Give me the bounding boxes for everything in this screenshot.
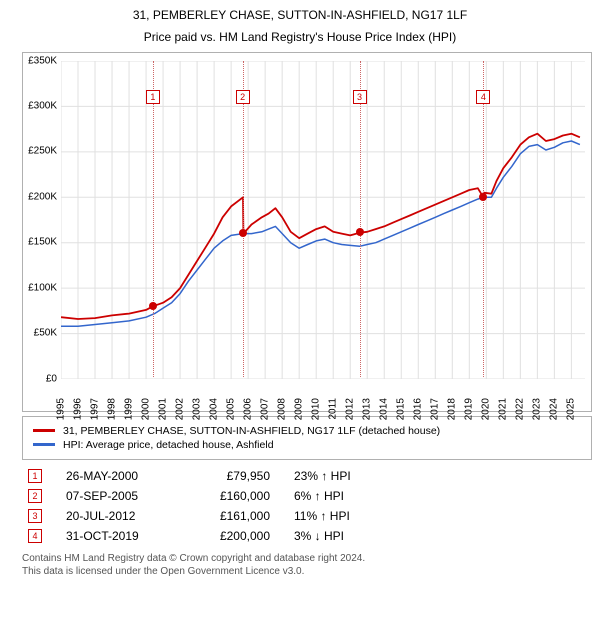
- x-tick-label: 2004: [209, 398, 220, 420]
- y-tick-label: £50K: [34, 328, 57, 339]
- page-root: 31, PEMBERLEY CHASE, SUTTON-IN-ASHFIELD,…: [0, 0, 600, 620]
- sale-dot: [239, 229, 247, 237]
- sales-marker-box: 2: [28, 489, 42, 503]
- sales-date: 07-SEP-2005: [66, 489, 176, 503]
- sales-price: £79,950: [200, 469, 270, 483]
- sale-vline: [360, 61, 361, 377]
- sales-table: 1 26-MAY-2000 £79,950 23% ↑ HPI 2 07-SEP-2005…: [22, 466, 592, 546]
- x-tick-label: 2013: [362, 398, 373, 420]
- sale-dot: [479, 193, 487, 201]
- x-tick-label: 2007: [260, 398, 271, 420]
- x-tick-label: 1998: [107, 398, 118, 420]
- sale-marker-box: 2: [236, 90, 250, 104]
- sale-vline: [153, 61, 154, 377]
- y-tick-label: £300K: [28, 101, 57, 112]
- legend-swatch: [33, 429, 55, 432]
- sales-date: 26-MAY-2000: [66, 469, 176, 483]
- sales-date: 20-JUL-2012: [66, 509, 176, 523]
- x-tick-label: 2022: [515, 398, 526, 420]
- x-tick-label: 2003: [192, 398, 203, 420]
- sale-dot: [149, 302, 157, 310]
- x-tick-label: 2019: [464, 398, 475, 420]
- sale-vline: [243, 61, 244, 377]
- legend-box: 31, PEMBERLEY CHASE, SUTTON-IN-ASHFIELD,…: [22, 416, 592, 460]
- x-tick-label: 2016: [413, 398, 424, 420]
- x-tick-label: 2005: [226, 398, 237, 420]
- sales-delta: 23% ↑ HPI: [294, 469, 404, 483]
- legend-label: 31, PEMBERLEY CHASE, SUTTON-IN-ASHFIELD,…: [63, 425, 440, 437]
- sales-marker-box: 3: [28, 509, 42, 523]
- y-axis-labels: £0£50K£100K£150K£200K£250K£300K£350K: [23, 61, 59, 377]
- legend-row: 31, PEMBERLEY CHASE, SUTTON-IN-ASHFIELD,…: [33, 425, 581, 437]
- sales-price: £200,000: [200, 529, 270, 543]
- x-tick-label: 2011: [328, 398, 339, 420]
- x-tick-label: 2008: [277, 398, 288, 420]
- y-tick-label: £100K: [28, 282, 57, 293]
- sales-row: 4 31-OCT-2019 £200,000 3% ↓ HPI: [22, 526, 592, 546]
- sales-marker-box: 4: [28, 529, 42, 543]
- sale-vline: [483, 61, 484, 377]
- x-tick-label: 1995: [56, 398, 67, 420]
- x-tick-label: 2017: [430, 398, 441, 420]
- y-tick-label: £200K: [28, 191, 57, 202]
- x-tick-label: 2018: [447, 398, 458, 420]
- x-tick-label: 2010: [311, 398, 322, 420]
- sale-marker-box: 1: [146, 90, 160, 104]
- sale-marker-box: 3: [353, 90, 367, 104]
- legend-swatch: [33, 443, 55, 446]
- x-tick-label: 2002: [175, 398, 186, 420]
- y-tick-label: £0: [46, 373, 57, 384]
- x-tick-label: 1997: [90, 398, 101, 420]
- sales-price: £160,000: [200, 489, 270, 503]
- sales-row: 3 20-JUL-2012 £161,000 11% ↑ HPI: [22, 506, 592, 526]
- x-tick-label: 2020: [481, 398, 492, 420]
- y-tick-label: £250K: [28, 146, 57, 157]
- legend-label: HPI: Average price, detached house, Ashf…: [63, 439, 274, 451]
- sale-marker-box: 4: [476, 90, 490, 104]
- chart-container: £0 £50K £100K £150K £200K £250K £300K £350K 1 2 3…: [22, 52, 592, 412]
- sales-delta: 6% ↑ HPI: [294, 489, 404, 503]
- sale-dot: [356, 228, 364, 236]
- x-tick-label: 2015: [396, 398, 407, 420]
- x-tick-label: 2024: [549, 398, 560, 420]
- x-tick-label: 2023: [532, 398, 543, 420]
- x-tick-label: 2012: [345, 398, 356, 420]
- x-tick-label: 2001: [158, 398, 169, 420]
- footnote-line2: This data is licensed under the Open Gov…: [22, 565, 592, 579]
- x-tick-label: 2014: [379, 398, 390, 420]
- plot-area: 1 2 3 4: [61, 61, 583, 377]
- x-tick-label: 1996: [73, 398, 84, 420]
- title-line1: 31, PEMBERLEY CHASE, SUTTON-IN-ASHFIELD,…: [10, 8, 590, 24]
- sales-date: 31-OCT-2019: [66, 529, 176, 543]
- sales-price: £161,000: [200, 509, 270, 523]
- x-tick-label: 2009: [294, 398, 305, 420]
- y-tick-label: £150K: [28, 237, 57, 248]
- sales-delta: 3% ↓ HPI: [294, 529, 404, 543]
- title-line2: Price paid vs. HM Land Registry's House …: [10, 30, 590, 44]
- legend-row: HPI: Average price, detached house, Ashf…: [33, 439, 581, 451]
- x-tick-label: 2000: [141, 398, 152, 420]
- footnote-line1: Contains HM Land Registry data © Crown c…: [22, 552, 592, 566]
- x-tick-label: 1999: [124, 398, 135, 420]
- x-tick-label: 2021: [498, 398, 509, 420]
- x-tick-label: 2025: [566, 398, 577, 420]
- sales-delta: 11% ↑ HPI: [294, 509, 404, 523]
- footnote: Contains HM Land Registry data © Crown c…: [22, 552, 592, 579]
- sales-row: 1 26-MAY-2000 £79,950 23% ↑ HPI: [22, 466, 592, 486]
- sales-row: 2 07-SEP-2005 £160,000 6% ↑ HPI: [22, 486, 592, 506]
- sales-marker-box: 1: [28, 469, 42, 483]
- y-tick-label: £350K: [28, 55, 57, 66]
- x-axis-labels: 1995199619971998199920002001200220032004…: [61, 379, 583, 411]
- x-tick-label: 2006: [243, 398, 254, 420]
